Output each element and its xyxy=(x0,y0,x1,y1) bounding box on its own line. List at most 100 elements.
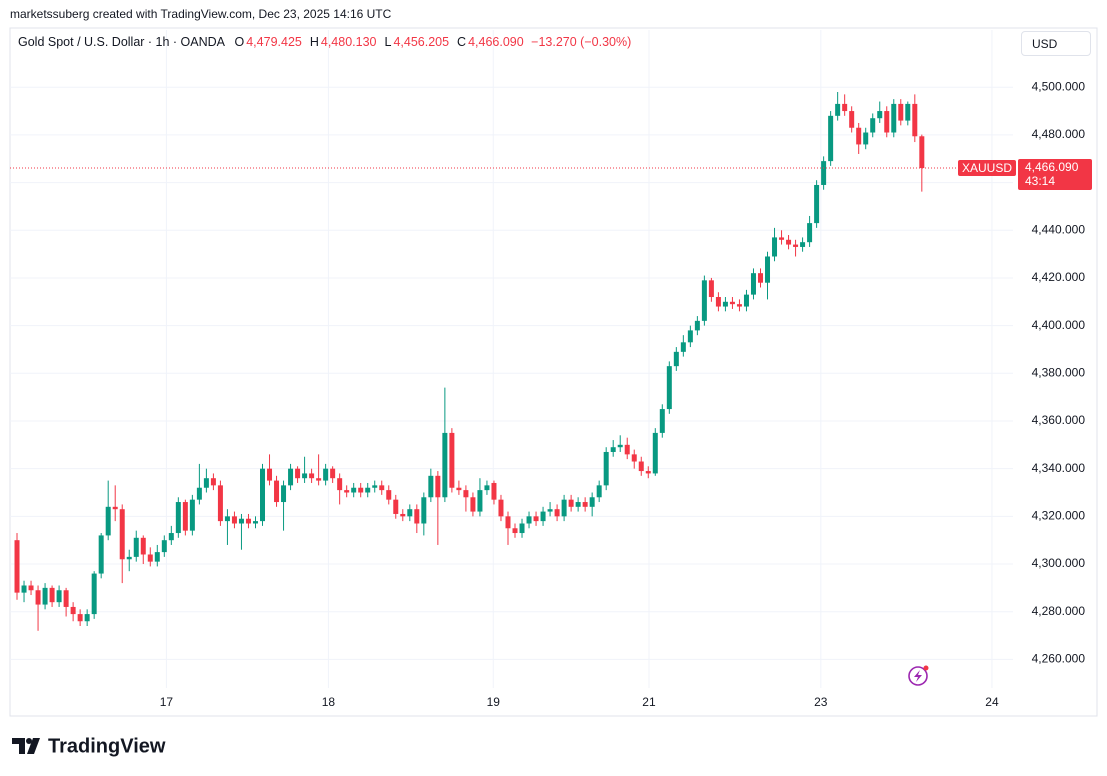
ohlc-key: H xyxy=(309,35,319,49)
candle-body xyxy=(245,518,251,524)
candle-body xyxy=(870,118,876,133)
candle-body xyxy=(919,136,925,169)
candle-body xyxy=(631,454,637,462)
x-tick-label: 24 xyxy=(985,695,999,709)
candle-body xyxy=(77,614,83,622)
candle-body xyxy=(540,511,546,522)
candle-body xyxy=(91,573,97,615)
candle-body xyxy=(35,590,41,605)
lightning-icon xyxy=(908,665,929,686)
ohlc-value: 4,456.205 xyxy=(393,35,450,49)
candle-body xyxy=(63,590,69,607)
candle-body xyxy=(407,509,413,517)
candle-body xyxy=(519,523,525,534)
y-tick-label: 4,420.000 xyxy=(1032,270,1086,284)
candle-body xyxy=(470,497,476,512)
candle-body xyxy=(379,485,385,491)
candle-body xyxy=(224,516,230,522)
candle-body xyxy=(337,478,343,491)
y-tick-label: 4,260.000 xyxy=(1032,652,1086,666)
candle-body xyxy=(351,487,357,493)
candle-body xyxy=(701,280,707,321)
candle-body xyxy=(316,478,322,481)
candle-body xyxy=(463,490,469,498)
candle-body xyxy=(344,490,350,493)
y-tick-label: 4,500.000 xyxy=(1032,79,1086,93)
candle-body xyxy=(105,506,111,536)
brand-logo xyxy=(12,738,40,754)
ohlc-value: 4,479.425 xyxy=(246,35,302,49)
candle-body xyxy=(372,485,378,488)
currency-button[interactable]: USD xyxy=(1021,31,1091,56)
candle-body xyxy=(617,444,623,448)
y-tick-label: 4,440.000 xyxy=(1032,222,1086,236)
candle-body xyxy=(835,103,841,116)
candle-body xyxy=(610,447,616,452)
candle-body xyxy=(358,487,364,493)
y-tick-label: 4,320.000 xyxy=(1032,509,1086,523)
change: −13.270 (−0.30%) xyxy=(531,35,632,49)
symbol-tag-bg xyxy=(958,160,1016,177)
candle-body xyxy=(638,461,644,472)
candle-body xyxy=(365,487,371,493)
candle-body xyxy=(533,516,539,522)
ohlc-value: 4,480.130 xyxy=(320,35,377,49)
candle-body xyxy=(645,471,651,474)
candle-body xyxy=(863,132,869,145)
candle-body xyxy=(800,242,806,247)
candle-body xyxy=(281,485,287,503)
x-tick-label: 18 xyxy=(322,695,336,709)
candle-body xyxy=(14,540,20,593)
candle-body xyxy=(729,301,735,305)
price-label: 4,466.090 xyxy=(1025,160,1079,174)
ohlc-key: O xyxy=(234,35,245,49)
candle-body xyxy=(126,556,132,560)
candle-body xyxy=(491,482,497,500)
candle-body xyxy=(442,432,448,498)
candle-body xyxy=(435,475,441,498)
symbol-tag: XAUUSD xyxy=(962,161,1012,175)
brand-name: TradingView xyxy=(48,735,166,757)
candle-body xyxy=(231,516,237,524)
candle-body xyxy=(70,606,76,615)
candle-body xyxy=(884,111,890,133)
ohlc-key: L xyxy=(384,35,392,49)
candle-body xyxy=(168,533,174,541)
y-tick-label: 4,380.000 xyxy=(1032,365,1086,379)
candle-body xyxy=(98,535,104,574)
y-tick-label: 4,300.000 xyxy=(1032,556,1086,570)
candle-body xyxy=(267,468,273,481)
countdown: 43:14 xyxy=(1025,174,1055,188)
candle-body xyxy=(568,499,574,507)
candle-body xyxy=(765,256,771,283)
candle-body xyxy=(498,499,504,517)
ohlc-legend: Gold Spot / U.S. Dollar · 1h · OANDA O 4,… xyxy=(18,35,633,49)
y-tick-label: 4,400.000 xyxy=(1032,318,1086,332)
candle-body xyxy=(274,480,280,503)
candle-body xyxy=(84,614,90,622)
y-tick-label: 4,360.000 xyxy=(1032,413,1086,427)
y-tick-label: 4,480.000 xyxy=(1032,127,1086,141)
candle-body xyxy=(554,509,560,517)
candle-body xyxy=(666,366,672,410)
candle-body xyxy=(49,587,55,603)
candle-body xyxy=(295,468,301,479)
candle-body xyxy=(772,237,778,257)
candle-body xyxy=(42,587,48,605)
candle-body xyxy=(821,161,827,185)
candle-body xyxy=(456,487,462,491)
candle-body xyxy=(750,273,756,295)
x-tick-label: 21 xyxy=(642,695,656,709)
candle-body xyxy=(898,103,904,121)
candle-body xyxy=(856,127,862,145)
candle-body xyxy=(484,485,490,491)
candle-body xyxy=(477,490,483,512)
candle-body xyxy=(414,509,420,524)
candle-body xyxy=(793,244,799,247)
x-tick-label: 23 xyxy=(814,695,828,709)
candle-body xyxy=(309,473,315,479)
candle-body xyxy=(877,111,883,119)
y-tick-label: 4,280.000 xyxy=(1032,604,1086,618)
